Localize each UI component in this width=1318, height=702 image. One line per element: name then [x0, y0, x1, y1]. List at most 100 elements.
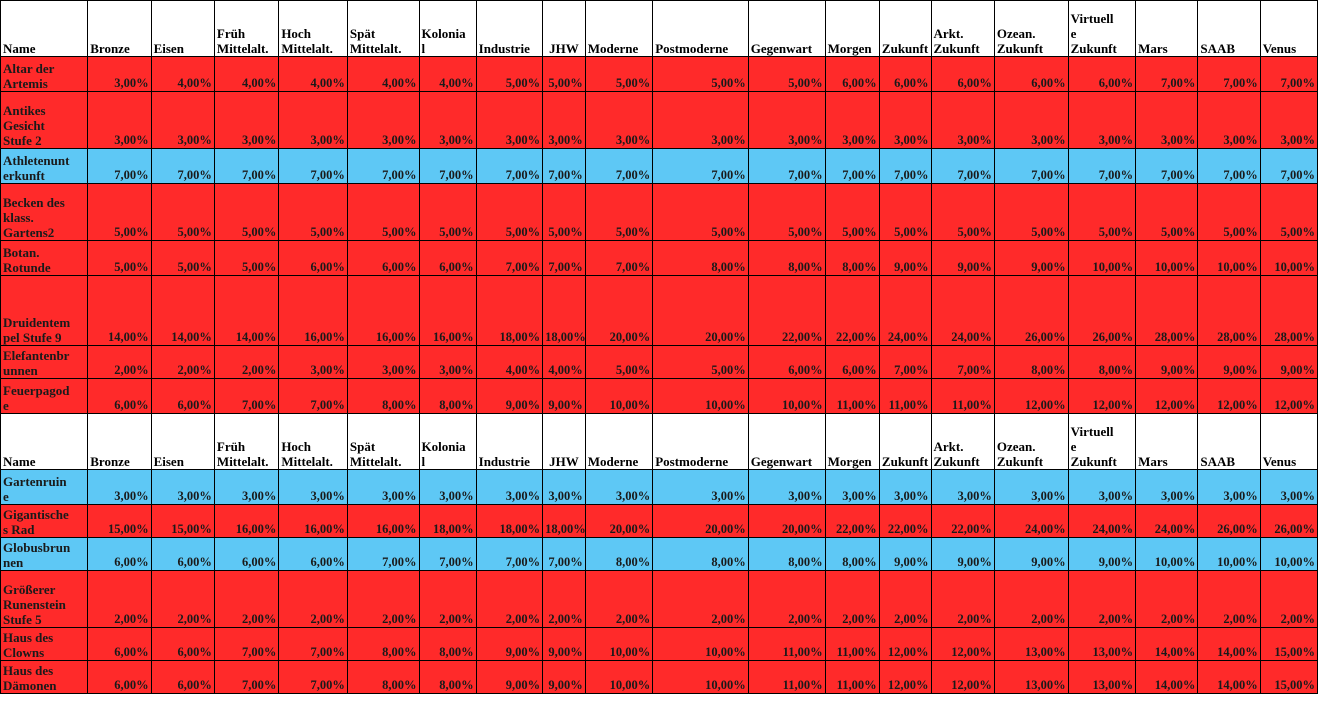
value-cell[interactable]: 6,00% — [278, 537, 348, 571]
value-cell[interactable]: 5,00% — [652, 345, 749, 379]
header-cell-postmoderne[interactable]: Postmoderne — [652, 0, 749, 57]
header-cell-zukunft[interactable]: Zukunft — [878, 0, 932, 57]
value-cell[interactable]: 8,00% — [824, 240, 880, 276]
value-cell[interactable]: 15,00% — [1259, 627, 1318, 661]
value-cell[interactable]: 11,00% — [878, 378, 932, 414]
value-cell[interactable]: 2,00% — [1067, 570, 1137, 628]
header-cell-gegenwart[interactable]: Gegenwart — [747, 0, 826, 57]
value-cell[interactable]: 7,00% — [278, 148, 348, 184]
value-cell[interactable]: 5,00% — [1135, 183, 1199, 241]
value-cell[interactable]: 18,00% — [542, 275, 586, 346]
value-cell[interactable]: 7,00% — [878, 345, 932, 379]
value-cell[interactable]: 12,00% — [878, 627, 932, 661]
value-cell[interactable]: 16,00% — [278, 504, 348, 538]
header-cell-venus[interactable]: Venus — [1259, 413, 1318, 470]
value-cell[interactable]: 9,00% — [1067, 537, 1137, 571]
value-cell[interactable]: 13,00% — [993, 660, 1069, 694]
value-cell[interactable]: 4,00% — [542, 345, 586, 379]
value-cell[interactable]: 3,00% — [346, 469, 420, 505]
value-cell[interactable]: 5,00% — [878, 183, 932, 241]
value-cell[interactable]: 9,00% — [930, 537, 995, 571]
header-cell-venus[interactable]: Venus — [1259, 0, 1318, 57]
value-cell[interactable]: 9,00% — [1197, 345, 1261, 379]
value-cell[interactable]: 5,00% — [652, 183, 749, 241]
value-cell[interactable]: 28,00% — [1259, 275, 1318, 346]
value-cell[interactable]: 18,00% — [475, 275, 544, 346]
value-cell[interactable]: 5,00% — [747, 183, 826, 241]
value-cell[interactable]: 2,00% — [213, 345, 280, 379]
value-cell[interactable]: 4,00% — [418, 56, 477, 92]
value-cell[interactable]: 3,00% — [87, 56, 152, 92]
value-cell[interactable]: 12,00% — [1135, 378, 1199, 414]
value-cell[interactable]: 3,00% — [213, 91, 280, 149]
value-cell[interactable]: 15,00% — [1259, 660, 1318, 694]
value-cell[interactable]: 7,00% — [213, 378, 280, 414]
value-cell[interactable]: 18,00% — [475, 504, 544, 538]
row-name-cell[interactable]: Gigantische s Rad — [0, 504, 89, 538]
header-cell-jhw[interactable]: JHW — [542, 0, 586, 57]
value-cell[interactable]: 16,00% — [346, 275, 420, 346]
row-name-cell[interactable]: Elefantenbr unnen — [0, 345, 89, 379]
value-cell[interactable]: 9,00% — [930, 240, 995, 276]
value-cell[interactable]: 12,00% — [878, 660, 932, 694]
row-name-cell[interactable]: Gartenruin e — [0, 469, 89, 505]
value-cell[interactable]: 14,00% — [1135, 660, 1199, 694]
value-cell[interactable]: 8,00% — [993, 345, 1069, 379]
value-cell[interactable]: 10,00% — [1135, 240, 1199, 276]
value-cell[interactable]: 5,00% — [584, 56, 654, 92]
value-cell[interactable]: 22,00% — [878, 504, 932, 538]
value-cell[interactable]: 12,00% — [930, 627, 995, 661]
row-name-cell[interactable]: Altar der Artemis — [0, 56, 89, 92]
header-cell-fruh-mittelalt[interactable]: Früh Mittelalt. — [213, 413, 280, 470]
value-cell[interactable]: 5,00% — [993, 183, 1069, 241]
value-cell[interactable]: 11,00% — [824, 378, 880, 414]
value-cell[interactable]: 6,00% — [346, 240, 420, 276]
value-cell[interactable]: 6,00% — [150, 378, 215, 414]
header-cell-saab[interactable]: SAAB — [1197, 413, 1261, 470]
value-cell[interactable]: 7,00% — [930, 345, 995, 379]
value-cell[interactable]: 3,00% — [542, 91, 586, 149]
row-name-cell[interactable]: Becken des klass. Gartens2 — [0, 183, 89, 241]
value-cell[interactable]: 2,00% — [747, 570, 826, 628]
value-cell[interactable]: 2,00% — [1259, 570, 1318, 628]
value-cell[interactable]: 3,00% — [150, 469, 215, 505]
value-cell[interactable]: 2,00% — [346, 570, 420, 628]
value-cell[interactable]: 2,00% — [87, 570, 152, 628]
value-cell[interactable]: 7,00% — [584, 148, 654, 184]
value-cell[interactable]: 3,00% — [747, 469, 826, 505]
value-cell[interactable]: 6,00% — [87, 627, 152, 661]
header-cell-eisen[interactable]: Eisen — [150, 413, 215, 470]
value-cell[interactable]: 7,00% — [213, 660, 280, 694]
value-cell[interactable]: 14,00% — [1197, 660, 1261, 694]
value-cell[interactable]: 7,00% — [346, 148, 420, 184]
value-cell[interactable]: 3,00% — [278, 469, 348, 505]
value-cell[interactable]: 3,00% — [346, 91, 420, 149]
value-cell[interactable]: 7,00% — [584, 240, 654, 276]
value-cell[interactable]: 11,00% — [747, 627, 826, 661]
header-cell-jhw[interactable]: JHW — [542, 413, 586, 470]
value-cell[interactable]: 14,00% — [213, 275, 280, 346]
header-cell-spat-mittelalt[interactable]: Spät Mittelalt. — [346, 0, 420, 57]
header-cell-saab[interactable]: SAAB — [1197, 0, 1261, 57]
value-cell[interactable]: 5,00% — [824, 183, 880, 241]
value-cell[interactable]: 5,00% — [747, 56, 826, 92]
header-cell-kolonia-l[interactable]: Kolonia l — [418, 413, 477, 470]
value-cell[interactable]: 5,00% — [213, 183, 280, 241]
value-cell[interactable]: 18,00% — [418, 504, 477, 538]
value-cell[interactable]: 10,00% — [584, 378, 654, 414]
value-cell[interactable]: 6,00% — [87, 537, 152, 571]
value-cell[interactable]: 22,00% — [747, 275, 826, 346]
value-cell[interactable]: 10,00% — [1259, 240, 1318, 276]
row-name-cell[interactable]: Botan. Rotunde — [0, 240, 89, 276]
value-cell[interactable]: 13,00% — [1067, 627, 1137, 661]
value-cell[interactable]: 7,00% — [542, 537, 586, 571]
value-cell[interactable]: 5,00% — [1197, 183, 1261, 241]
value-cell[interactable]: 7,00% — [1259, 148, 1318, 184]
value-cell[interactable]: 5,00% — [1067, 183, 1137, 241]
value-cell[interactable]: 28,00% — [1197, 275, 1261, 346]
value-cell[interactable]: 8,00% — [652, 537, 749, 571]
value-cell[interactable]: 20,00% — [747, 504, 826, 538]
value-cell[interactable]: 16,00% — [346, 504, 420, 538]
row-name-cell[interactable]: Feuerpagod e — [0, 378, 89, 414]
value-cell[interactable]: 13,00% — [993, 627, 1069, 661]
